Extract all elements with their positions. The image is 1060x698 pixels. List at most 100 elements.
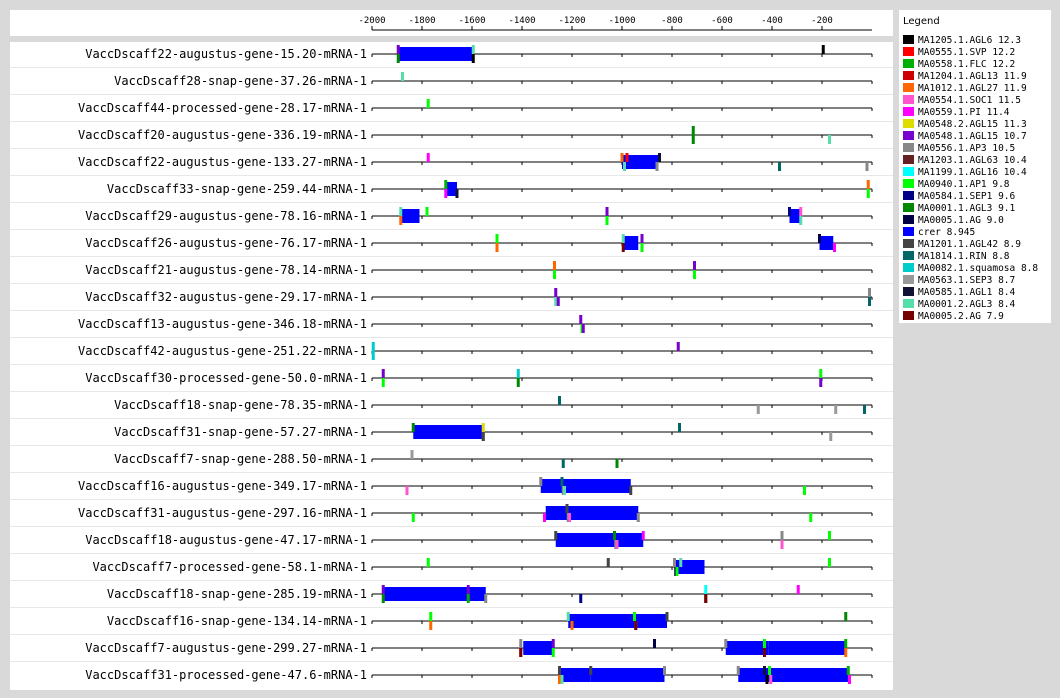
sequence-row: VaccDscaff20-augustus-gene-336.19-mRNA-1 xyxy=(10,121,893,144)
tfbs-site xyxy=(769,675,773,684)
crer-region xyxy=(399,47,475,61)
tfbs-site xyxy=(381,378,385,387)
tfbs-site xyxy=(563,486,566,495)
sequence-label: VaccDscaff7-augustus-gene-299.27-mRNA-1 xyxy=(85,641,367,655)
tfbs-site xyxy=(640,234,644,243)
tfbs-site xyxy=(763,648,766,657)
legend-entry: MA0548.1.AGL15 10.7 xyxy=(903,131,1027,142)
sequence-row: VaccDscaff18-augustus-gene-47.17-mRNA-1 xyxy=(10,526,893,549)
sequence-label: VaccDscaff22-augustus-gene-133.27-mRNA-1 xyxy=(78,155,367,169)
tfbs-site xyxy=(665,612,669,621)
tfbs-site xyxy=(756,405,760,414)
tfbs-site xyxy=(704,594,708,603)
tfbs-site xyxy=(625,153,629,162)
tfbs-site xyxy=(606,558,610,567)
sequence-row: VaccDscaff22-augustus-gene-15.20-mRNA-1 xyxy=(85,45,873,63)
tfbs-site xyxy=(426,558,430,567)
tfbs-site xyxy=(516,378,520,387)
legend-label: MA0940.1.AP1 9.8 xyxy=(918,179,1010,190)
crer-region xyxy=(399,209,420,223)
tfbs-site xyxy=(543,513,546,522)
legend-label: MA0548.1.AGL15 10.7 xyxy=(918,131,1027,142)
tfbs-site xyxy=(560,675,564,684)
tfbs-site xyxy=(844,639,848,648)
tfbs-site xyxy=(863,405,866,414)
tfbs-site xyxy=(426,99,430,108)
legend-entry: MA1205.1.AGL6 12.3 xyxy=(903,35,1021,46)
crer-region xyxy=(568,614,667,628)
tfbs-site xyxy=(768,666,771,675)
legend-label: MA0585.1.AGL1 8.4 xyxy=(918,287,1016,298)
tfbs-site xyxy=(495,234,499,243)
tfbs-site xyxy=(411,513,415,522)
tfbs-site xyxy=(868,297,871,306)
tfbs-site xyxy=(481,423,485,432)
sequence-row: VaccDscaff22-augustus-gene-133.27-mRNA-1 xyxy=(10,148,893,171)
tfbs-site xyxy=(621,243,625,252)
tfbs-site xyxy=(788,207,791,216)
tfbs-site xyxy=(426,153,430,162)
tfbs-site xyxy=(444,189,448,198)
legend-label: MA0001.2.AGL3 8.4 xyxy=(918,299,1016,310)
tfbs-site xyxy=(844,648,848,657)
crer-region xyxy=(384,587,486,601)
legend-swatch xyxy=(903,71,914,80)
legend-swatch xyxy=(903,35,914,44)
sequence-label: VaccDscaff16-snap-gene-134.14-mRNA-1 xyxy=(107,614,367,628)
legend-entry: MA1201.1.AGL42 8.9 xyxy=(903,239,1021,250)
crer-region xyxy=(622,236,639,250)
legend-swatch xyxy=(903,251,914,260)
sequence-row: VaccDscaff42-augustus-gene-251.22-mRNA-1 xyxy=(10,337,893,360)
tfbs-site xyxy=(429,612,433,621)
sequence-row: VaccDscaff28-snap-gene-37.26-mRNA-1 xyxy=(10,67,893,88)
tfbs-site xyxy=(581,324,585,333)
tfbs-site xyxy=(566,612,570,621)
tfbs-site xyxy=(484,594,488,603)
crer-region xyxy=(560,668,591,682)
legend-label: MA0563.1.SEP3 8.7 xyxy=(918,275,1015,286)
tfbs-site xyxy=(399,216,403,225)
legend-swatch xyxy=(903,263,914,272)
tfbs-site xyxy=(605,216,609,225)
tfbs-site xyxy=(405,486,409,495)
tfbs-site xyxy=(558,396,561,405)
sequence-row: VaccDscaff16-augustus-gene-349.17-mRNA-1 xyxy=(10,472,893,495)
legend-swatch xyxy=(903,155,914,164)
legend-panel: Legend MA1205.1.AGL6 12.3 MA0555.1.SVP 12… xyxy=(899,10,1051,323)
legend-label: MA0005.1.AG 9.0 xyxy=(918,215,1004,226)
sequence-row: VaccDscaff30-processed-gene-50.0-mRNA-1 xyxy=(10,364,893,387)
tfbs-site xyxy=(765,675,769,684)
tfbs-site xyxy=(821,45,825,54)
crer-region xyxy=(568,506,639,520)
tfbs-site xyxy=(636,513,640,522)
axis-tick-label: -600 xyxy=(711,16,733,26)
legend-swatch xyxy=(903,179,914,188)
legend-label: MA1814.1.RIN 8.8 xyxy=(918,251,1010,262)
legend-label: MA0548.2.AGL15 11.3 xyxy=(918,119,1027,130)
legend-label: MA1205.1.AGL6 12.3 xyxy=(918,35,1021,46)
legend-entry: MA0563.1.SEP3 8.7 xyxy=(903,275,1015,286)
sequence-label: VaccDscaff16-augustus-gene-349.17-mRNA-1 xyxy=(78,479,367,493)
crer-region xyxy=(767,668,849,682)
tfbs-site xyxy=(579,315,583,324)
legend-entry: MA0005.1.AG 9.0 xyxy=(903,215,1004,226)
sequence-label: VaccDscaff33-snap-gene-259.44-mRNA-1 xyxy=(107,182,367,196)
legend-swatch xyxy=(903,215,914,224)
legend-entry: MA1203.1.AGL63 10.4 xyxy=(903,155,1027,166)
legend-entry: MA0554.1.SOC1 11.5 xyxy=(903,95,1021,106)
sequence-label: VaccDscaff18-snap-gene-285.19-mRNA-1 xyxy=(107,587,367,601)
sequence-label: VaccDscaff32-augustus-gene-29.17-mRNA-1 xyxy=(85,290,367,304)
legend-title: Legend xyxy=(903,16,940,27)
tfbs-site xyxy=(865,162,869,171)
tfbs-site xyxy=(579,594,583,603)
tfbs-site xyxy=(623,162,626,171)
tfbs-site xyxy=(678,423,681,432)
tfbs-site xyxy=(819,369,823,378)
tfbs-site xyxy=(554,531,558,540)
axis-tick-label: -800 xyxy=(661,16,683,26)
legend-label: MA1201.1.AGL42 8.9 xyxy=(918,239,1021,250)
legend-label: MA0001.1.AGL3 9.1 xyxy=(918,203,1016,214)
sequence-label: VaccDscaff31-processed-gene-47.6-mRNA-1 xyxy=(85,668,367,682)
tfbs-site xyxy=(828,135,831,144)
